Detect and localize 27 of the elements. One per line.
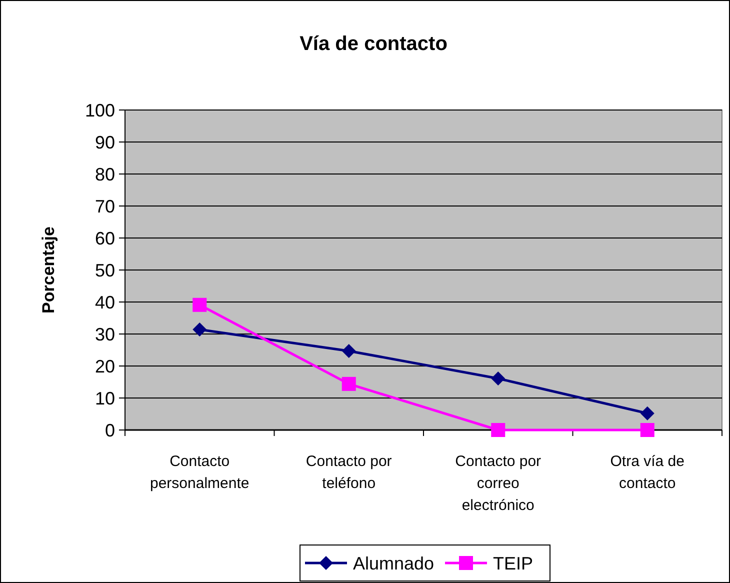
x-tick-label: Contacto por teléfono <box>306 453 392 492</box>
y-tick-label: 40 <box>94 292 115 312</box>
point <box>192 322 207 337</box>
point <box>491 371 506 386</box>
y-tick-label: 100 <box>84 100 115 120</box>
point <box>342 344 356 358</box>
y-tick-label: 70 <box>94 196 115 216</box>
y-tick-label: 80 <box>94 164 115 184</box>
y-tick-label: 20 <box>94 356 115 376</box>
y-axis-title: Porcentaje <box>39 226 58 314</box>
y-tick-label: 10 <box>94 388 115 408</box>
point <box>342 376 356 391</box>
y-tick-label: 60 <box>94 228 115 248</box>
y-tick-label: 50 <box>94 260 115 280</box>
y-tick-label: 0 <box>104 420 115 440</box>
x-tick-label: Otra vía de contacto <box>610 453 684 492</box>
point <box>640 406 654 420</box>
y-tick-label: 30 <box>94 324 115 344</box>
legend-label: Alumnado <box>353 553 434 574</box>
legend-label: TEIP <box>493 553 534 574</box>
x-tick-label: Contacto personalmente <box>150 453 250 492</box>
point <box>640 423 654 437</box>
y-tick-label: 90 <box>94 132 115 152</box>
point <box>192 298 207 312</box>
chart-title: Vía de contacto <box>300 33 448 55</box>
point <box>491 423 506 437</box>
x-tick-label: Contacto por correo electrónico <box>455 453 542 514</box>
